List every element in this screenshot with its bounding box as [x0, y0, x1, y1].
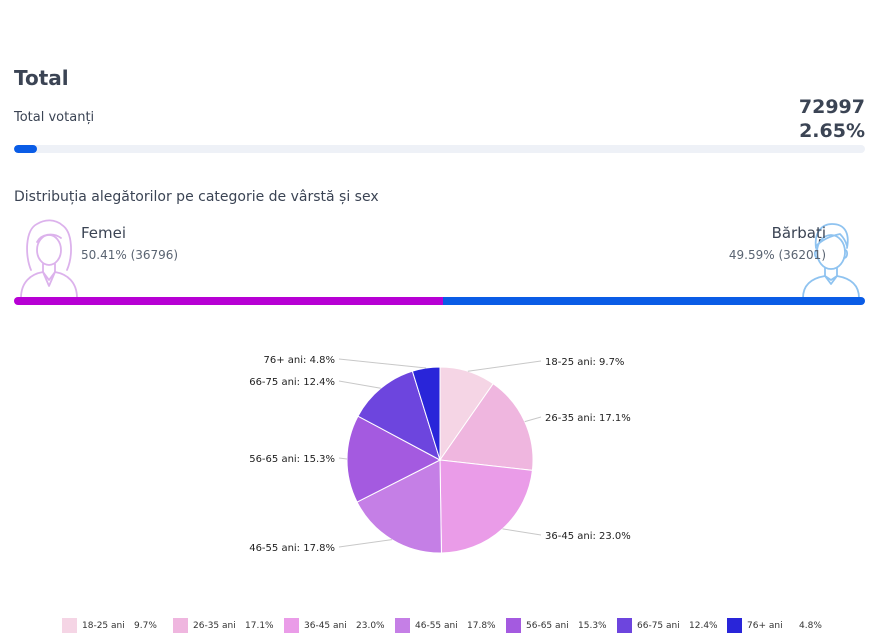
- legend-value: 4.8%: [799, 621, 822, 631]
- legend-swatch: [173, 618, 188, 633]
- pie-leader-line-0: [467, 360, 542, 372]
- female-stats: 50.41% (36796): [81, 248, 179, 262]
- female-label: Femei: [81, 224, 127, 242]
- pie-slice-1[interactable]: [439, 383, 534, 471]
- pie-leader-line-1: [524, 416, 542, 423]
- pie-slice-2[interactable]: [439, 459, 533, 554]
- gender-bar-male: [442, 297, 865, 305]
- legend-name: 46-55 ani: [415, 621, 458, 631]
- gender-bar-female: [14, 297, 443, 305]
- legend-name: 56-65 ani: [526, 621, 569, 631]
- legend-swatch: [506, 618, 521, 633]
- pie-label-6: 76+ ani: 4.8%: [264, 355, 335, 366]
- legend-value: 9.7%: [134, 621, 157, 631]
- legend-name: 18-25 ani: [82, 621, 125, 631]
- pie-slice-3[interactable]: [356, 459, 442, 554]
- distribution-title: Distribuția alegătorilor pe categorie de…: [14, 189, 379, 205]
- turnout-progress-bar: [14, 145, 865, 153]
- pie-leader-line-6: [338, 358, 427, 369]
- legend-name: 76+ ani: [747, 621, 783, 631]
- legend-value: 15.3%: [578, 621, 607, 631]
- pie-label-5: 66-75 ani: 12.4%: [249, 377, 335, 388]
- male-label: Bărbați: [771, 224, 826, 242]
- pie-label-3: 46-55 ani: 17.8%: [249, 543, 335, 554]
- pie-leader-line-5: [338, 380, 381, 389]
- pie-leader-line-2: [502, 528, 542, 536]
- legend-name: 26-35 ani: [193, 621, 236, 631]
- turnout-progress-fill: [14, 145, 37, 153]
- pie-slice-6[interactable]: [411, 366, 441, 461]
- male-avatar-icon: [802, 223, 860, 299]
- pie-label-0: 18-25 ani: 9.7%: [545, 357, 624, 368]
- pie-leader-line-4: [338, 457, 348, 460]
- total-voters-count: 72997: [798, 96, 865, 118]
- legend-value: 17.8%: [467, 621, 496, 631]
- pie-label-2: 36-45 ani: 23.0%: [545, 531, 631, 542]
- pie-label-1: 26-35 ani: 17.1%: [545, 413, 631, 424]
- legend-value: 23.0%: [356, 621, 385, 631]
- male-stats: 49.59% (36201): [728, 248, 826, 262]
- legend-swatch: [617, 618, 632, 633]
- total-voters-percent: 2.65%: [799, 120, 865, 142]
- legend-swatch: [395, 618, 410, 633]
- legend-name: 66-75 ani: [637, 621, 680, 631]
- legend-swatch: [62, 618, 77, 633]
- pie-legend: 18-25 ani 9.7% 26-35 ani 17.1% 36-45 ani 23.0…: [0, 618, 876, 636]
- legend-value: 12.4%: [689, 621, 718, 631]
- total-voters-label: Total votanți: [14, 110, 95, 125]
- legend-name: 36-45 ani: [304, 621, 347, 631]
- legend-swatch: [727, 618, 742, 633]
- female-avatar-icon: [20, 219, 78, 299]
- legend-swatch: [284, 618, 299, 633]
- pie-leader-line-3: [338, 539, 393, 548]
- total-title: Total: [14, 66, 69, 90]
- age-pie-chart: 18-25 ani: 9.7% 26-35 ani: 17.1% 36-45 ani…: [249, 355, 631, 554]
- legend-value: 17.1%: [245, 621, 274, 631]
- pie-label-4: 56-65 ani: 15.3%: [249, 454, 335, 465]
- gender-distribution-bar: [14, 297, 865, 305]
